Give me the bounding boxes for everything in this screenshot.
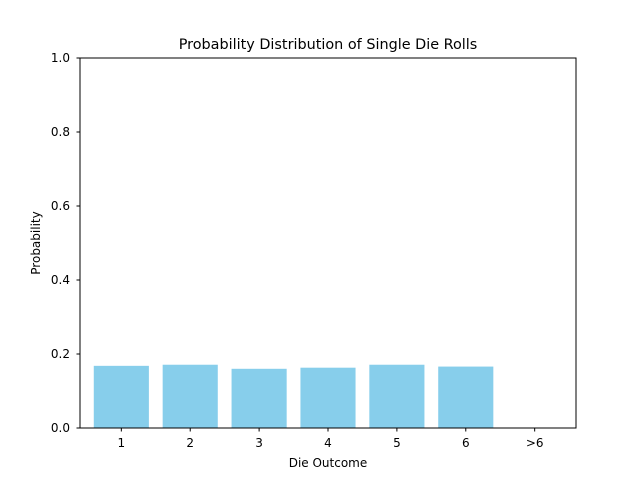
y-axis-label: Probability: [29, 211, 43, 274]
y-tick-label: 0.0: [51, 421, 70, 435]
x-tick-label: 6: [462, 436, 470, 450]
x-tick-label: 2: [186, 436, 194, 450]
y-tick-label: 0.6: [51, 199, 70, 213]
x-tick-label: 4: [324, 436, 332, 450]
y-tick-label: 0.4: [51, 273, 70, 287]
y-tick-label: 1.0: [51, 51, 70, 65]
plot-frame: [79, 57, 577, 429]
bar-1: [93, 365, 149, 428]
bar-6: [438, 366, 494, 428]
x-tick-label: 3: [255, 436, 263, 450]
x-axis-label: Die Outcome: [289, 456, 368, 470]
y-tick-label: 0.2: [51, 347, 70, 361]
chart-title: Probability Distribution of Single Die R…: [179, 37, 478, 53]
x-axis-ticks: 1 2 3 4 5 6 >6: [118, 428, 544, 450]
x-tick-label: >6: [526, 436, 544, 450]
bar-3: [231, 368, 287, 428]
x-tick-label: 5: [393, 436, 401, 450]
bar-5: [369, 364, 425, 428]
x-tick-label: 1: [118, 436, 126, 450]
bars-group: [93, 364, 494, 428]
bar-4: [300, 367, 356, 428]
y-tick-label: 0.8: [51, 125, 70, 139]
bar-2: [162, 364, 218, 428]
y-axis-ticks: 0.0 0.2 0.4 0.6 0.8 1.0: [51, 51, 80, 435]
